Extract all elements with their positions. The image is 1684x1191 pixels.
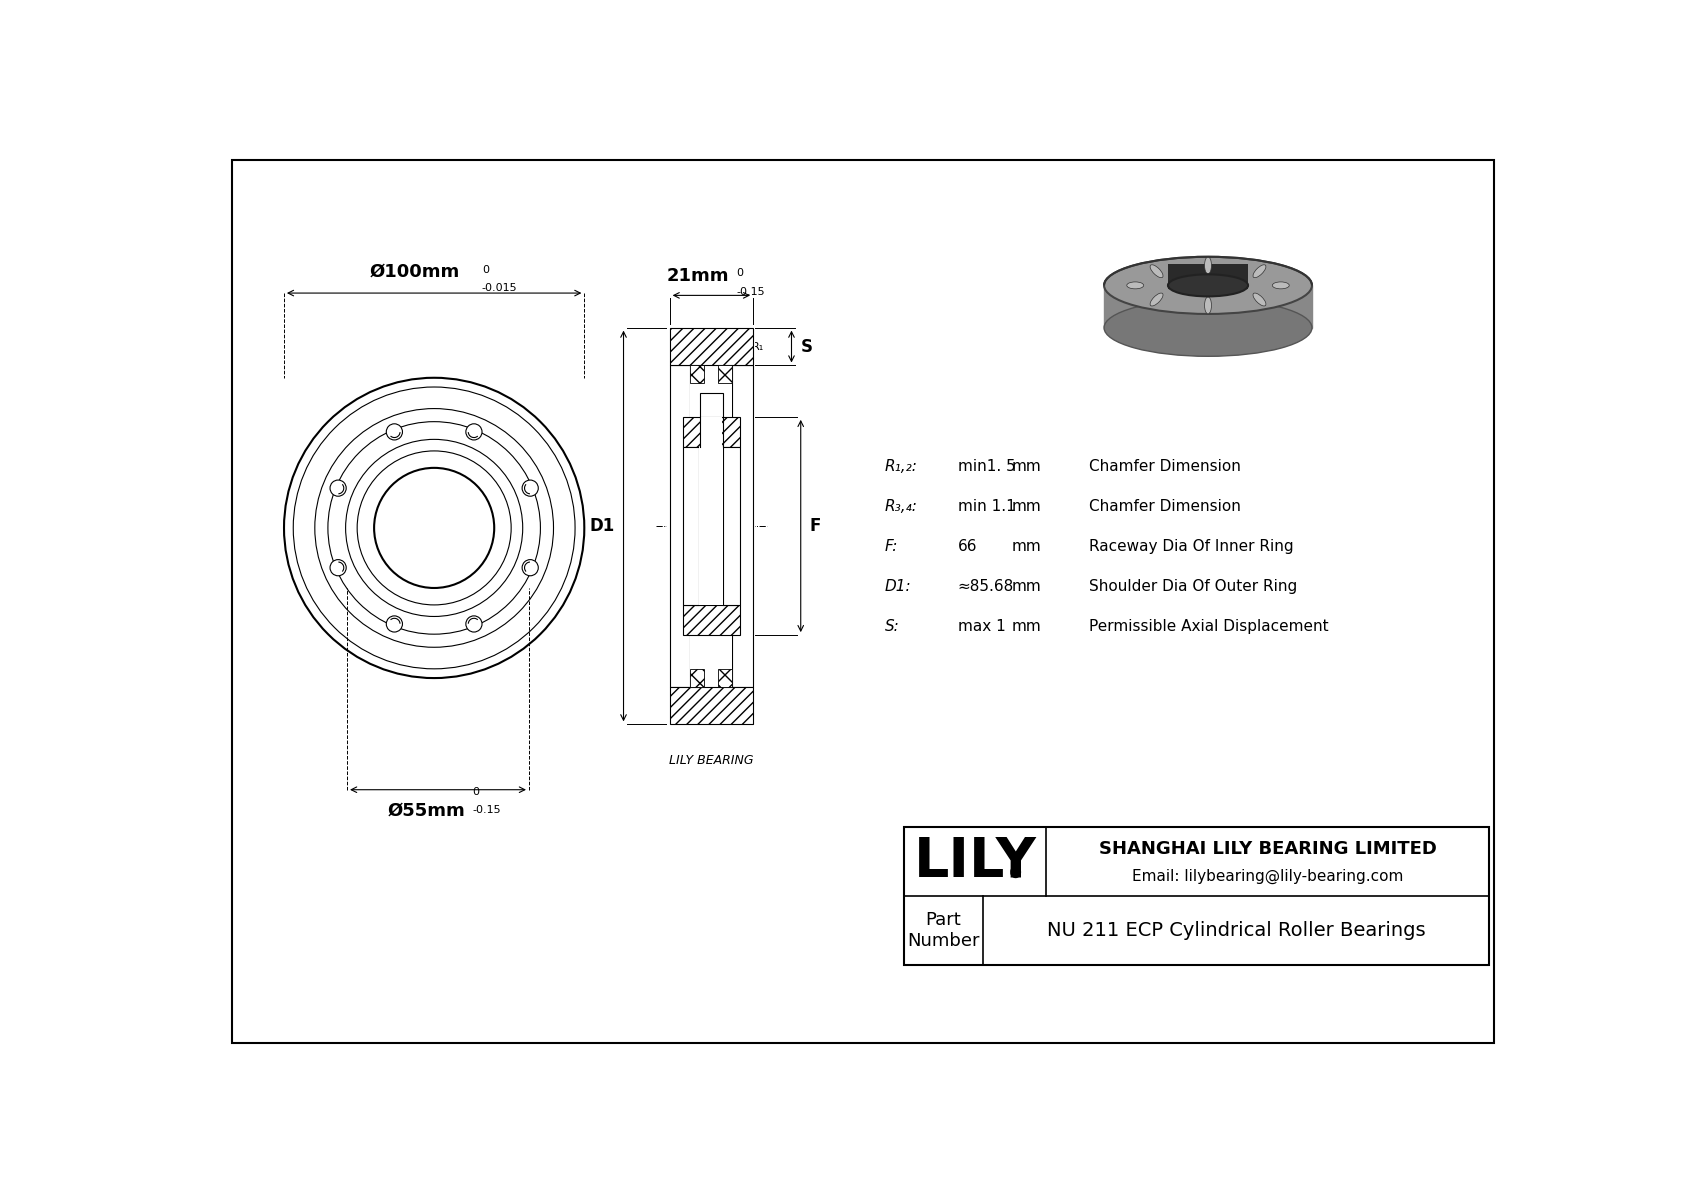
Circle shape [386,616,402,632]
Ellipse shape [1204,297,1211,314]
Ellipse shape [1105,299,1312,356]
Circle shape [522,560,539,575]
Bar [670,328,753,366]
Bar [670,686,753,724]
Bar [701,417,722,447]
Circle shape [466,616,482,632]
Ellipse shape [1105,257,1312,314]
Text: -0.15: -0.15 [473,805,502,815]
Bar [690,669,704,686]
Text: 21mm: 21mm [667,267,729,285]
Text: S:: S: [884,619,899,634]
Bar [733,366,753,686]
Text: NU 211 ECP Cylindrical Roller Bearings: NU 211 ECP Cylindrical Roller Bearings [1047,921,1425,940]
Text: 66: 66 [958,538,977,554]
Text: -0.015: -0.015 [482,283,517,293]
Bar [684,417,739,447]
Text: Chamfer Dimension: Chamfer Dimension [1088,499,1241,513]
Text: Ø100mm: Ø100mm [370,263,460,281]
Ellipse shape [1127,282,1143,289]
Text: max 1: max 1 [958,619,1005,634]
Text: 0: 0 [736,268,743,279]
Circle shape [330,480,347,497]
Bar [719,366,733,384]
Ellipse shape [1169,274,1248,297]
Bar [719,669,733,686]
Text: -0.15: -0.15 [736,287,765,297]
Circle shape [386,424,402,439]
Polygon shape [1105,286,1312,328]
Text: ≈85.68: ≈85.68 [958,579,1014,594]
Text: D1: D1 [589,517,615,535]
Text: ®: ® [1007,866,1022,881]
Text: R₁: R₁ [751,342,765,351]
Ellipse shape [1150,293,1164,306]
Bar [667,325,756,727]
Ellipse shape [1253,264,1266,278]
Bar [684,447,699,605]
Text: F: F [810,517,822,535]
Text: Ø55mm: Ø55mm [387,802,465,821]
Ellipse shape [1204,257,1211,274]
Ellipse shape [1253,293,1266,306]
Bar [690,366,733,686]
Text: Email: lilybearing@lily-bearing.com: Email: lilybearing@lily-bearing.com [1132,869,1403,884]
Bar [1169,264,1248,289]
Text: LILY BEARING: LILY BEARING [669,754,754,767]
Text: F:: F: [884,538,898,554]
Text: 0: 0 [482,264,488,275]
Text: min1. 5: min1. 5 [958,459,1015,474]
Text: Permissible Axial Displacement: Permissible Axial Displacement [1088,619,1329,634]
Circle shape [285,378,584,678]
Bar [699,447,724,605]
Text: R₂: R₂ [712,338,726,349]
Text: mm: mm [1012,459,1041,474]
Text: LILY: LILY [914,835,1037,888]
Text: mm: mm [1012,538,1041,554]
Circle shape [466,424,482,439]
Bar [684,605,739,635]
Text: SHANGHAI LILY BEARING LIMITED: SHANGHAI LILY BEARING LIMITED [1098,840,1436,858]
Ellipse shape [1273,282,1290,289]
Bar [904,827,1489,965]
Text: R₃,₄:: R₃,₄: [884,499,918,513]
Text: Part
Number: Part Number [908,911,980,950]
Text: mm: mm [1012,619,1041,634]
Circle shape [522,480,539,497]
Bar [670,366,690,686]
Text: S: S [800,337,813,356]
Circle shape [374,468,493,588]
Text: mm: mm [1012,579,1041,594]
Bar [690,366,704,384]
Text: min 1.1: min 1.1 [958,499,1015,513]
Ellipse shape [1150,264,1164,278]
Text: 0: 0 [473,786,480,797]
Bar [701,393,722,417]
Circle shape [330,560,347,575]
Text: Chamfer Dimension: Chamfer Dimension [1088,459,1241,474]
Text: mm: mm [1012,499,1041,513]
Text: Shoulder Dia Of Outer Ring: Shoulder Dia Of Outer Ring [1088,579,1297,594]
Bar [724,447,739,605]
Text: Raceway Dia Of Inner Ring: Raceway Dia Of Inner Ring [1088,538,1293,554]
Text: R₄: R₄ [690,448,704,459]
Text: D1:: D1: [884,579,911,594]
Text: R₁,₂:: R₁,₂: [884,459,918,474]
Text: R₃: R₃ [690,423,704,432]
